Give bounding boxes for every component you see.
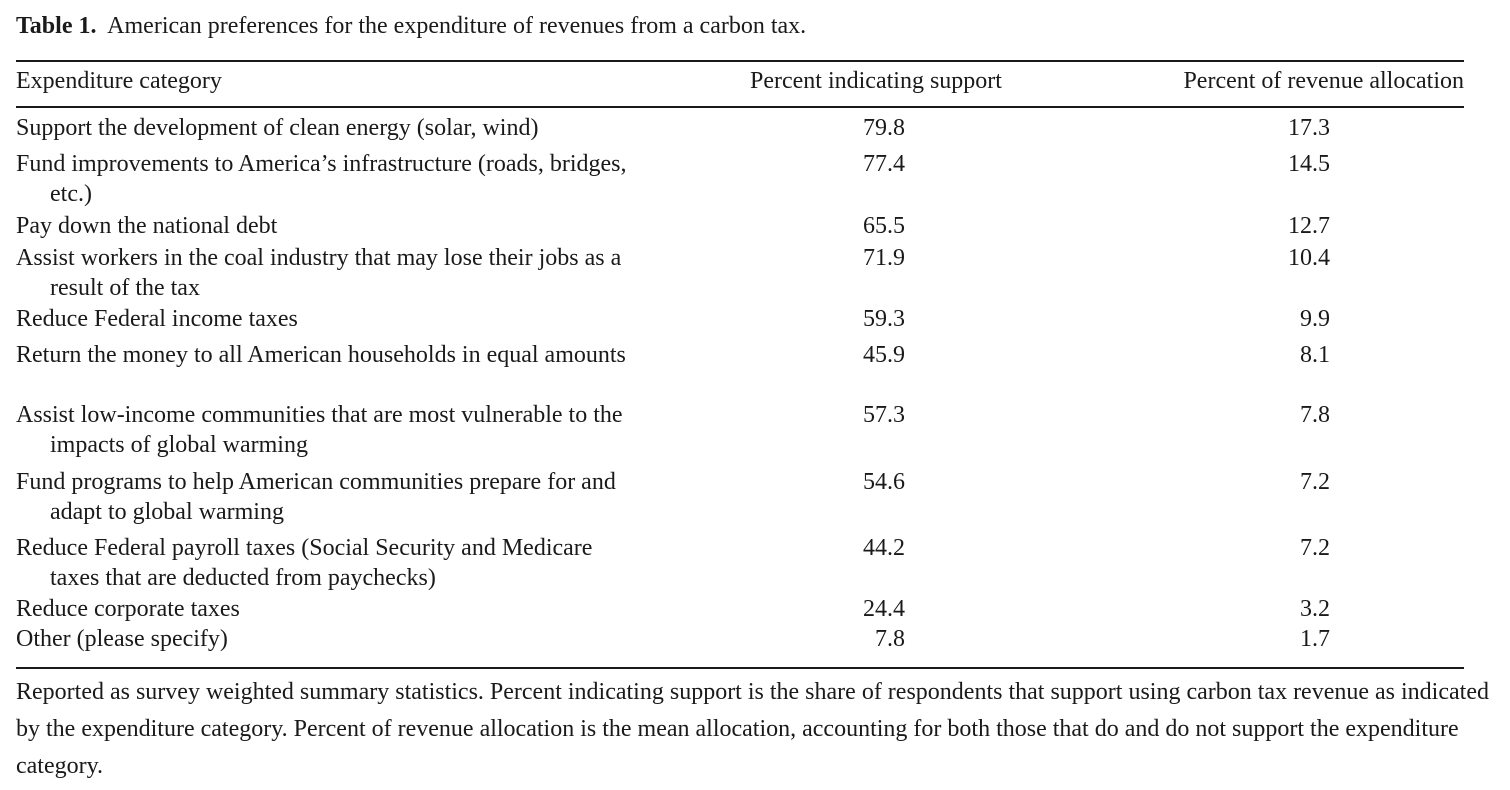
bottom-rule: [16, 667, 1464, 669]
table-title: American preferences for the expenditure…: [107, 13, 807, 39]
row-allocation: 17.3: [1288, 115, 1330, 141]
table-caption: Table 1. American preferences for the ex…: [16, 11, 806, 41]
row-support: 71.9: [863, 245, 905, 271]
table-number: Table 1.: [16, 13, 97, 39]
row-category: Assist low-income communities that are m…: [16, 402, 623, 458]
row-support: 77.4: [863, 151, 905, 177]
row-category: Assist workers in the coal industry that…: [16, 245, 622, 301]
row-allocation: 7.2: [1300, 469, 1330, 495]
row-support: 79.8: [863, 115, 905, 141]
column-header-support: Percent indicating support: [750, 68, 1002, 94]
row-category: Pay down the national debt: [16, 213, 278, 239]
row-allocation: 10.4: [1288, 245, 1330, 271]
row-support: 57.3: [863, 402, 905, 428]
column-header-allocation: Percent of revenue allocation: [1183, 68, 1464, 94]
row-category: Reduce Federal payroll taxes (Social Sec…: [16, 535, 593, 591]
row-support: 65.5: [863, 213, 905, 239]
row-support: 24.4: [863, 596, 905, 622]
row-allocation: 1.7: [1300, 626, 1330, 652]
row-category: Other (please specify): [16, 626, 228, 652]
row-support: 44.2: [863, 535, 905, 561]
row-category: Reduce corporate taxes: [16, 596, 240, 622]
top-rule: [16, 60, 1464, 62]
header-rule: [16, 106, 1464, 108]
row-allocation: 9.9: [1300, 306, 1330, 332]
row-category: Return the money to all American househo…: [16, 342, 626, 368]
row-allocation: 8.1: [1300, 342, 1330, 368]
table-footnote: Reported as survey weighted summary stat…: [16, 679, 1489, 779]
row-allocation: 7.8: [1300, 402, 1330, 428]
column-header-category: Expenditure category: [16, 68, 222, 94]
row-support: 45.9: [863, 342, 905, 368]
row-category: Reduce Federal income taxes: [16, 306, 298, 332]
row-category: Support the development of clean energy …: [16, 115, 539, 141]
row-support: 7.8: [875, 626, 905, 652]
row-category: Fund improvements to America’s infrastru…: [16, 151, 627, 207]
row-allocation: 12.7: [1288, 213, 1330, 239]
row-support: 59.3: [863, 306, 905, 332]
row-allocation: 14.5: [1288, 151, 1330, 177]
row-category: Fund programs to help American communiti…: [16, 469, 616, 525]
row-allocation: 3.2: [1300, 596, 1330, 622]
row-allocation: 7.2: [1300, 535, 1330, 561]
row-support: 54.6: [863, 469, 905, 495]
